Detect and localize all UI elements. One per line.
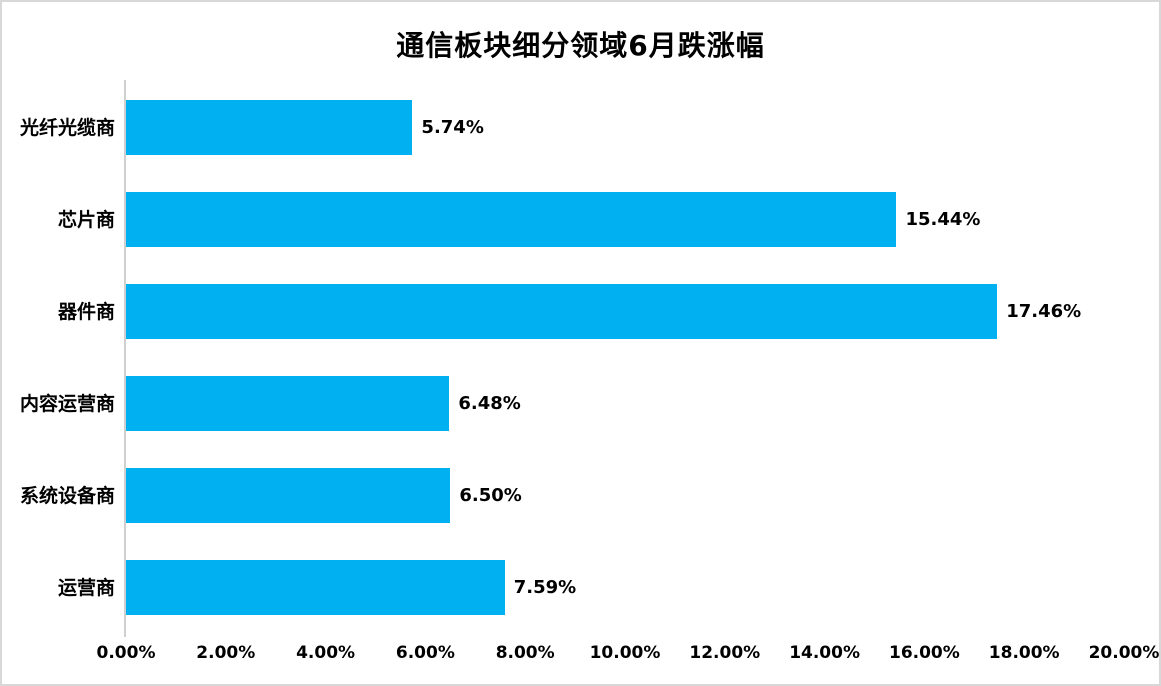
x-tick-label: 20.00% [1088,643,1160,663]
x-tick-label: 0.00% [96,643,156,663]
x-tick-label: 14.00% [789,643,860,663]
bar [126,100,413,155]
x-tick-label: 2.00% [196,643,256,663]
category-label: 运营商 [57,577,115,599]
bar-row: 光纤光缆商 5.74% [20,82,1124,174]
x-tick-label: 12.00% [689,643,761,663]
x-tick-label: 16.00% [888,643,960,663]
bar-row: 运营商 7.59% [58,542,1124,634]
bar [126,376,450,431]
bar [126,192,897,247]
x-tick-label: 10.00% [589,643,661,663]
bar [126,560,505,615]
x-tick-label: 4.00% [296,643,356,663]
category-label: 系统设备商 [19,485,115,507]
bar-value-label: 6.48% [458,393,521,414]
bar-value-label: 6.50% [459,485,522,506]
bar [126,468,451,523]
bar-row: 内容运营商 6.48% [20,358,1124,450]
bar-value-label: 15.44% [905,209,981,230]
chart-title: 通信板块细分领域6月跌涨幅 [396,29,765,62]
bar-row: 器件商 17.46% [58,266,1124,358]
category-label: 内容运营商 [19,393,115,415]
category-label: 芯片商 [57,209,115,231]
x-axis-tick-labels: 0.00% 2.00% 4.00% 6.00% 8.00% 10.00% 12.00% 14.… [97,643,1159,669]
bar-row: 系统设备商 6.50% [20,450,1124,542]
plot-area: 光纤光缆商 5.74% 芯片商 15.44% 器件商 17.46% 内容运营商 6.48% 系统… [20,82,1124,634]
y-axis-line [124,80,126,637]
category-label: 器件商 [57,301,115,323]
bar-value-label: 7.59% [513,577,577,598]
x-tick-label: 6.00% [395,643,455,663]
bar [126,284,998,339]
category-label: 光纤光缆商 [19,117,115,139]
x-tick-label: 18.00% [988,643,1060,663]
x-tick-label: 8.00% [495,643,555,663]
bar-row: 芯片商 15.44% [58,174,1124,266]
bar-value-label: 5.74% [421,117,484,138]
bar-value-label: 17.46% [1006,301,1082,322]
